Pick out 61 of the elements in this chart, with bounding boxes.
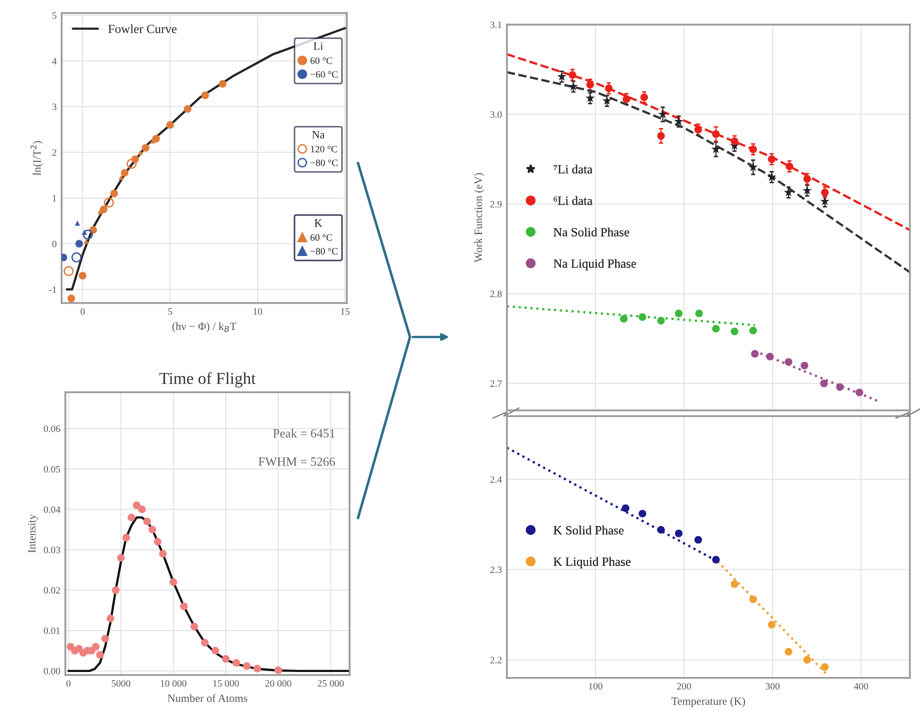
legend-label: −80 °C	[310, 248, 338, 255]
y-tick-label: 0.02	[44, 587, 60, 594]
x-tick-label: 5	[168, 308, 172, 315]
y-tick-label: 2.4	[490, 476, 502, 483]
annotation: Peak = 6451	[273, 428, 335, 438]
x-tick-label: 5000	[112, 680, 130, 687]
x-tick-label: 300	[766, 683, 780, 690]
legend-label: ⁶Li data	[554, 196, 592, 205]
legend-label: Na Solid Phase	[554, 228, 630, 236]
x-tick-label: 15	[341, 308, 350, 315]
y-tick-label: 0.06	[44, 425, 60, 432]
annotation: Na	[312, 130, 325, 138]
x-tick-label: 20 000	[265, 680, 292, 687]
annotation: K	[314, 219, 322, 227]
y-tick-label: 1	[52, 194, 56, 202]
legend-label: −60 °C	[310, 71, 338, 78]
y-axis-title: Intensity	[28, 514, 38, 553]
x-tick-label: 10	[254, 308, 262, 315]
y-tick-label: 0.00	[44, 668, 60, 674]
x-axis-title: Number of Atoms	[168, 694, 248, 702]
y-tick-label: 2.7	[490, 380, 502, 387]
y-tick-label: 0.05	[44, 466, 60, 472]
y-tick-label: 0.04	[44, 506, 60, 513]
y-tick-label: 0.03	[44, 546, 60, 554]
x-axis-title: Temperature (K)	[672, 697, 745, 708]
y-axis-title: ln(I/T$^{2}$)	[30, 141, 43, 176]
y-tick-label: 2.3	[490, 566, 502, 574]
x-tick-label: 0	[66, 680, 71, 687]
y-axis-title: Work Function (eV)	[474, 173, 484, 262]
x-tick-label: 15 000	[213, 680, 239, 687]
legend-label: ⁷Li data	[554, 164, 592, 174]
y-tick-label: 2.2	[490, 656, 502, 664]
x-tick-label: 25 000	[318, 680, 344, 687]
annotation: FWHM = 5266	[258, 457, 336, 466]
legend-label: Na Liquid Phase	[554, 258, 636, 270]
y-tick-label: 4	[52, 58, 57, 64]
annotation: Li	[314, 42, 323, 50]
legend-label: Fowler Curve	[108, 24, 177, 34]
x-tick-label: 400	[854, 683, 868, 690]
y-tick-label: 0	[52, 240, 56, 248]
legend-label: 120 °C	[310, 146, 337, 152]
legend-label: K Liquid Phase	[554, 557, 631, 568]
legend-label: 60 °C	[310, 57, 332, 64]
y-tick-label: 0.01	[44, 627, 60, 634]
legend-label: 60 °C	[310, 234, 332, 241]
x-axis-title: (hν − Φ) / k$_{B}$T	[172, 322, 236, 332]
x-tick-label: 0	[80, 308, 85, 315]
x-tick-label: 10 000	[160, 680, 186, 687]
legend-label: −80 °C	[310, 160, 338, 166]
y-tick-label: 3	[52, 104, 56, 110]
chart-title: Time of Flight	[159, 372, 256, 388]
y-tick-label: 2	[52, 149, 56, 156]
y-tick-label: 5	[52, 12, 56, 19]
x-tick-label: 200	[677, 683, 691, 690]
legend-label: K Solid Phase	[554, 526, 624, 534]
y-tick-label: 2.8	[490, 290, 502, 298]
x-tick-label: 100	[589, 683, 602, 690]
y-tick-label: 3.0	[490, 111, 502, 118]
y-tick-label: -1	[49, 286, 56, 293]
y-tick-label: 2.9	[490, 200, 502, 208]
y-tick-label: 3.1	[490, 22, 502, 28]
